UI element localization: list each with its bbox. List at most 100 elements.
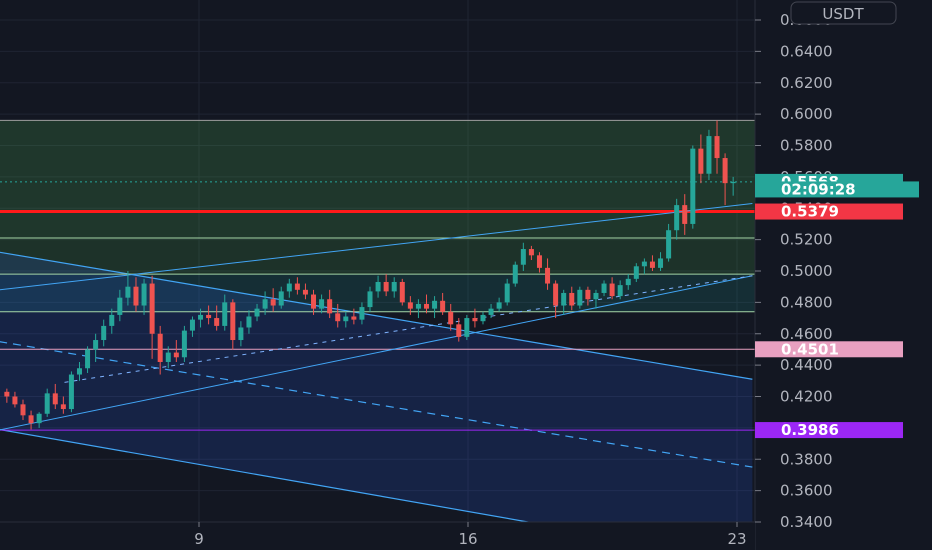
price-tick-label: 0.4800: [780, 293, 833, 311]
candle-body: [407, 302, 413, 309]
candle-body: [496, 302, 502, 309]
candle-body: [206, 314, 212, 319]
candle-body: [415, 303, 421, 309]
candle-body: [173, 352, 179, 358]
candle-body: [335, 313, 341, 322]
price-badge: [755, 341, 903, 358]
candle-body: [617, 285, 623, 297]
candle-body: [601, 283, 607, 293]
candle-body: [270, 299, 276, 306]
candle-body: [109, 314, 115, 326]
candle-body: [569, 292, 575, 306]
candle-body: [649, 261, 655, 268]
candle-body: [714, 136, 720, 159]
candle-body: [577, 289, 583, 306]
candle-body: [399, 281, 405, 303]
trend-line[interactable]: [0, 203, 753, 291]
candle-body: [44, 393, 50, 414]
candle-body: [165, 352, 171, 362]
candle-body: [181, 330, 187, 358]
price-zone: [0, 238, 755, 275]
candle-body: [682, 205, 688, 224]
candle-body: [504, 283, 510, 303]
price-tick-label: 0.6000: [780, 105, 833, 123]
candle-body: [157, 333, 163, 362]
price-tick-label: 0.4200: [780, 388, 833, 406]
currency-label-box[interactable]: USDT: [790, 1, 897, 25]
price-tick-label: 0.5800: [780, 137, 833, 155]
price-tick-label: 0.3600: [780, 482, 833, 500]
candle-body: [327, 299, 333, 314]
candle-body: [593, 292, 599, 300]
time-axis[interactable]: 9 16 23: [0, 521, 755, 550]
channel-fill: [0, 252, 753, 550]
price-badge-label: 02:09:28: [781, 180, 856, 198]
candle-body: [658, 258, 664, 268]
price-zones: [0, 120, 755, 312]
candle-body: [294, 283, 300, 290]
price-badge-label: 0.3986: [781, 421, 839, 439]
currency-label: USDT: [822, 5, 864, 23]
candle-body: [101, 325, 107, 341]
candle-body: [666, 230, 672, 259]
candle-body: [246, 316, 252, 328]
candle-body: [472, 318, 478, 322]
price-tick-label: 0.3800: [780, 450, 833, 468]
candle-body: [189, 319, 195, 331]
candle-body: [85, 349, 91, 369]
candle-body: [230, 302, 236, 341]
candle-body: [149, 283, 155, 334]
candle-body: [198, 314, 204, 320]
price-tick-label: 0.5000: [780, 262, 833, 280]
candle-body: [28, 415, 34, 424]
price-tick-label: 0.6400: [780, 42, 833, 60]
price-badge-label: 0.5379: [781, 203, 839, 221]
candle-body: [60, 404, 66, 410]
price-axis-bg: [755, 0, 932, 550]
candle-body: [302, 289, 308, 295]
candle-body: [722, 158, 728, 184]
candle-body: [432, 300, 438, 309]
price-tick-label: 0.4400: [780, 356, 833, 374]
candle-body: [423, 303, 429, 309]
candle-body: [698, 148, 704, 174]
price-tick-label: 0.5200: [780, 231, 833, 249]
candle-body: [93, 340, 99, 350]
candle-body: [238, 327, 244, 341]
trend-line[interactable]: [0, 275, 753, 431]
candle-body: [448, 311, 454, 325]
candle-body: [536, 255, 542, 268]
horizontal-levels[interactable]: [0, 119, 755, 431]
price-tick-label: 0.6200: [780, 74, 833, 92]
descending-channel[interactable]: [0, 251, 753, 550]
candle-body: [706, 136, 712, 174]
candle-body: [214, 318, 220, 326]
channel-mid-line[interactable]: [0, 341, 753, 468]
candle-body: [383, 281, 389, 292]
candle-body: [125, 286, 131, 298]
candle-body: [141, 283, 147, 306]
time-tick-label: 9: [194, 530, 204, 548]
candle-body: [633, 266, 639, 279]
candle-body: [351, 316, 357, 320]
candle-body: [391, 281, 397, 292]
candle-body: [68, 374, 74, 410]
candle-body: [4, 391, 10, 397]
channel-upper-line[interactable]: [0, 251, 753, 380]
candle-body: [375, 281, 381, 292]
candle-body: [254, 308, 260, 317]
candle-body: [730, 181, 736, 184]
candle-body: [641, 261, 647, 267]
candle-body: [36, 413, 42, 424]
candle-body: [464, 318, 470, 337]
price-badge: [755, 422, 903, 439]
candle-body: [12, 396, 18, 405]
candle-body: [278, 291, 284, 306]
candlestick-series: [4, 120, 736, 430]
candle-body: [76, 368, 82, 375]
candle-body: [528, 249, 534, 256]
time-tick-label: 23: [727, 530, 746, 548]
price-axis[interactable]: 0.66000.64000.62000.60000.58000.56000.54…: [754, 0, 932, 550]
trend-lines[interactable]: [0, 203, 753, 431]
